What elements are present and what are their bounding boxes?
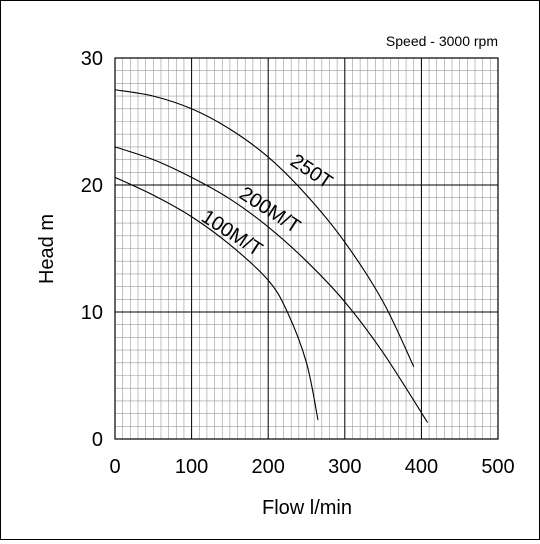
x-tick-label: 500	[481, 456, 514, 478]
x-tick-label: 300	[328, 456, 361, 478]
x-tick-label: 400	[405, 456, 438, 478]
y-tick-label: 10	[81, 302, 103, 324]
y-tick-label: 0	[92, 429, 103, 451]
curve-200m-t	[114, 146, 428, 423]
y-axis-label: Head m	[36, 214, 58, 284]
plot-border	[114, 57, 499, 440]
x-tick-label: 200	[252, 456, 285, 478]
curve-250t	[114, 89, 415, 367]
curve-100m-t	[114, 176, 319, 421]
minor-grid	[114, 57, 499, 440]
curve-label: 250T	[286, 150, 336, 194]
curves	[114, 89, 428, 423]
y-tick-labels: 0 10 20 30	[81, 48, 103, 451]
y-tick-label: 30	[81, 48, 103, 70]
y-tick-label: 20	[81, 175, 103, 197]
x-tick-label: 100	[175, 456, 208, 478]
x-tick-label: 0	[109, 456, 120, 478]
speed-annotation: Speed - 3000 rpm	[386, 33, 498, 49]
x-tick-labels: 0 100 200 300 400 500	[109, 456, 514, 478]
x-axis-label: Flow l/min	[262, 497, 352, 519]
